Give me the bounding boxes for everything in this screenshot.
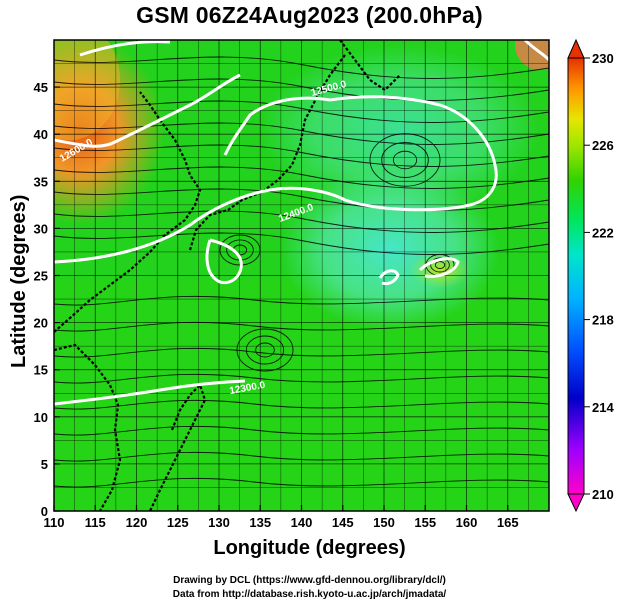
y-axis-label: Latitude (degrees) <box>8 194 30 368</box>
streamline <box>255 342 275 358</box>
streamline <box>54 321 549 332</box>
streamline <box>434 261 446 269</box>
x-tick-label: 125 <box>167 515 189 530</box>
colorbar-tick-label: 226 <box>592 138 614 153</box>
x-tick-label: 110 <box>44 515 65 530</box>
x-tick-label: 140 <box>291 515 313 530</box>
streamline <box>54 232 549 255</box>
x-tick-label: 150 <box>373 515 395 530</box>
streamline <box>369 133 441 187</box>
colorbar-tick-label: 222 <box>592 225 614 240</box>
colorbar-gradient <box>567 57 585 495</box>
grid-lines <box>54 40 549 511</box>
y-tick-label: 40 <box>34 127 48 142</box>
x-tick-label: 160 <box>456 515 478 530</box>
y-axis-ticks: 0 5 10 15 20 25 30 35 40 45 <box>34 80 60 519</box>
streamline <box>54 347 549 358</box>
coastlines <box>54 40 401 511</box>
contour-12300 <box>54 379 246 406</box>
streamline <box>54 100 549 123</box>
x-tick-label: 115 <box>85 515 106 530</box>
indochina-coast <box>54 343 122 511</box>
x-axis-ticks: 110 115 120 125 130 135 140 145 150 155 160 165 <box>44 505 519 530</box>
colorbar-tick-label: 214 <box>592 400 614 415</box>
x-tick-label: 155 <box>414 515 436 530</box>
streamline <box>226 239 254 261</box>
colorbar: 210 214 218 222 226 230 <box>567 38 614 513</box>
credit-drawing: Drawing by DCL (https://www.gfd-dennou.o… <box>173 575 446 586</box>
streamline <box>54 166 549 189</box>
colorbar-min-arrow <box>567 493 585 513</box>
streamline <box>54 451 549 462</box>
contour-north <box>79 40 171 57</box>
x-tick-label: 120 <box>126 515 148 530</box>
streamline <box>54 210 549 233</box>
contour-12500 <box>223 96 331 156</box>
streamline <box>54 425 549 436</box>
height-contours <box>54 40 549 406</box>
streamline <box>54 295 549 306</box>
yellow-region <box>410 252 470 288</box>
y-tick-label: 20 <box>34 316 48 331</box>
x-tick-label: 165 <box>497 515 519 530</box>
streamline <box>54 373 549 384</box>
streamline <box>54 477 549 488</box>
y-tick-label: 15 <box>34 363 48 378</box>
x-tick-label: 130 <box>208 515 230 530</box>
streamline <box>236 328 294 372</box>
colorbar-max-arrow <box>567 38 585 59</box>
contour-small-1 <box>378 269 400 286</box>
colorbar-ticks: 210 214 218 222 226 230 <box>584 51 614 502</box>
contour-low-closed <box>205 238 243 285</box>
streamline <box>54 188 549 211</box>
warm-region-north <box>54 40 120 140</box>
streamline <box>425 254 455 276</box>
streamline <box>54 78 549 101</box>
x-tick-label: 145 <box>332 515 354 530</box>
streamline <box>54 56 549 79</box>
streamline <box>245 335 285 365</box>
temperature-field <box>54 40 549 511</box>
y-tick-label: 10 <box>34 410 48 425</box>
china-coast <box>54 91 202 333</box>
y-tick-label: 25 <box>34 269 48 284</box>
sakhalin-coast <box>339 40 401 92</box>
y-tick-label: 45 <box>34 80 48 95</box>
streamline <box>392 150 418 170</box>
chart-title: GSM 06Z24Aug2023 (200.0hPa) <box>136 2 483 28</box>
colorbar-tick-label: 218 <box>592 313 614 328</box>
x-axis-label: Longitude (degrees) <box>213 537 406 559</box>
warm-corner <box>515 40 549 70</box>
streamline <box>54 399 549 410</box>
streamline <box>54 144 549 167</box>
contour-small-2 <box>418 257 460 278</box>
y-tick-label: 35 <box>34 174 48 189</box>
y-tick-label: 30 <box>34 221 48 236</box>
contour-12400 <box>54 95 498 264</box>
colorbar-tick-label: 210 <box>592 487 614 502</box>
contour-corner <box>523 40 549 62</box>
y-tick-label: 0 <box>41 504 48 519</box>
streamline <box>219 234 261 266</box>
streamline <box>381 142 429 178</box>
streamline <box>430 257 450 273</box>
y-tick-label: 5 <box>41 457 48 472</box>
x-tick-label: 135 <box>249 515 271 530</box>
colorbar-tick-label: 230 <box>592 51 614 66</box>
japan-coast <box>188 54 346 251</box>
credit-data: Data from http://database.rish.kyoto-u.a… <box>172 589 447 600</box>
contour-12600 <box>54 73 241 148</box>
philippines-coast <box>149 382 207 511</box>
